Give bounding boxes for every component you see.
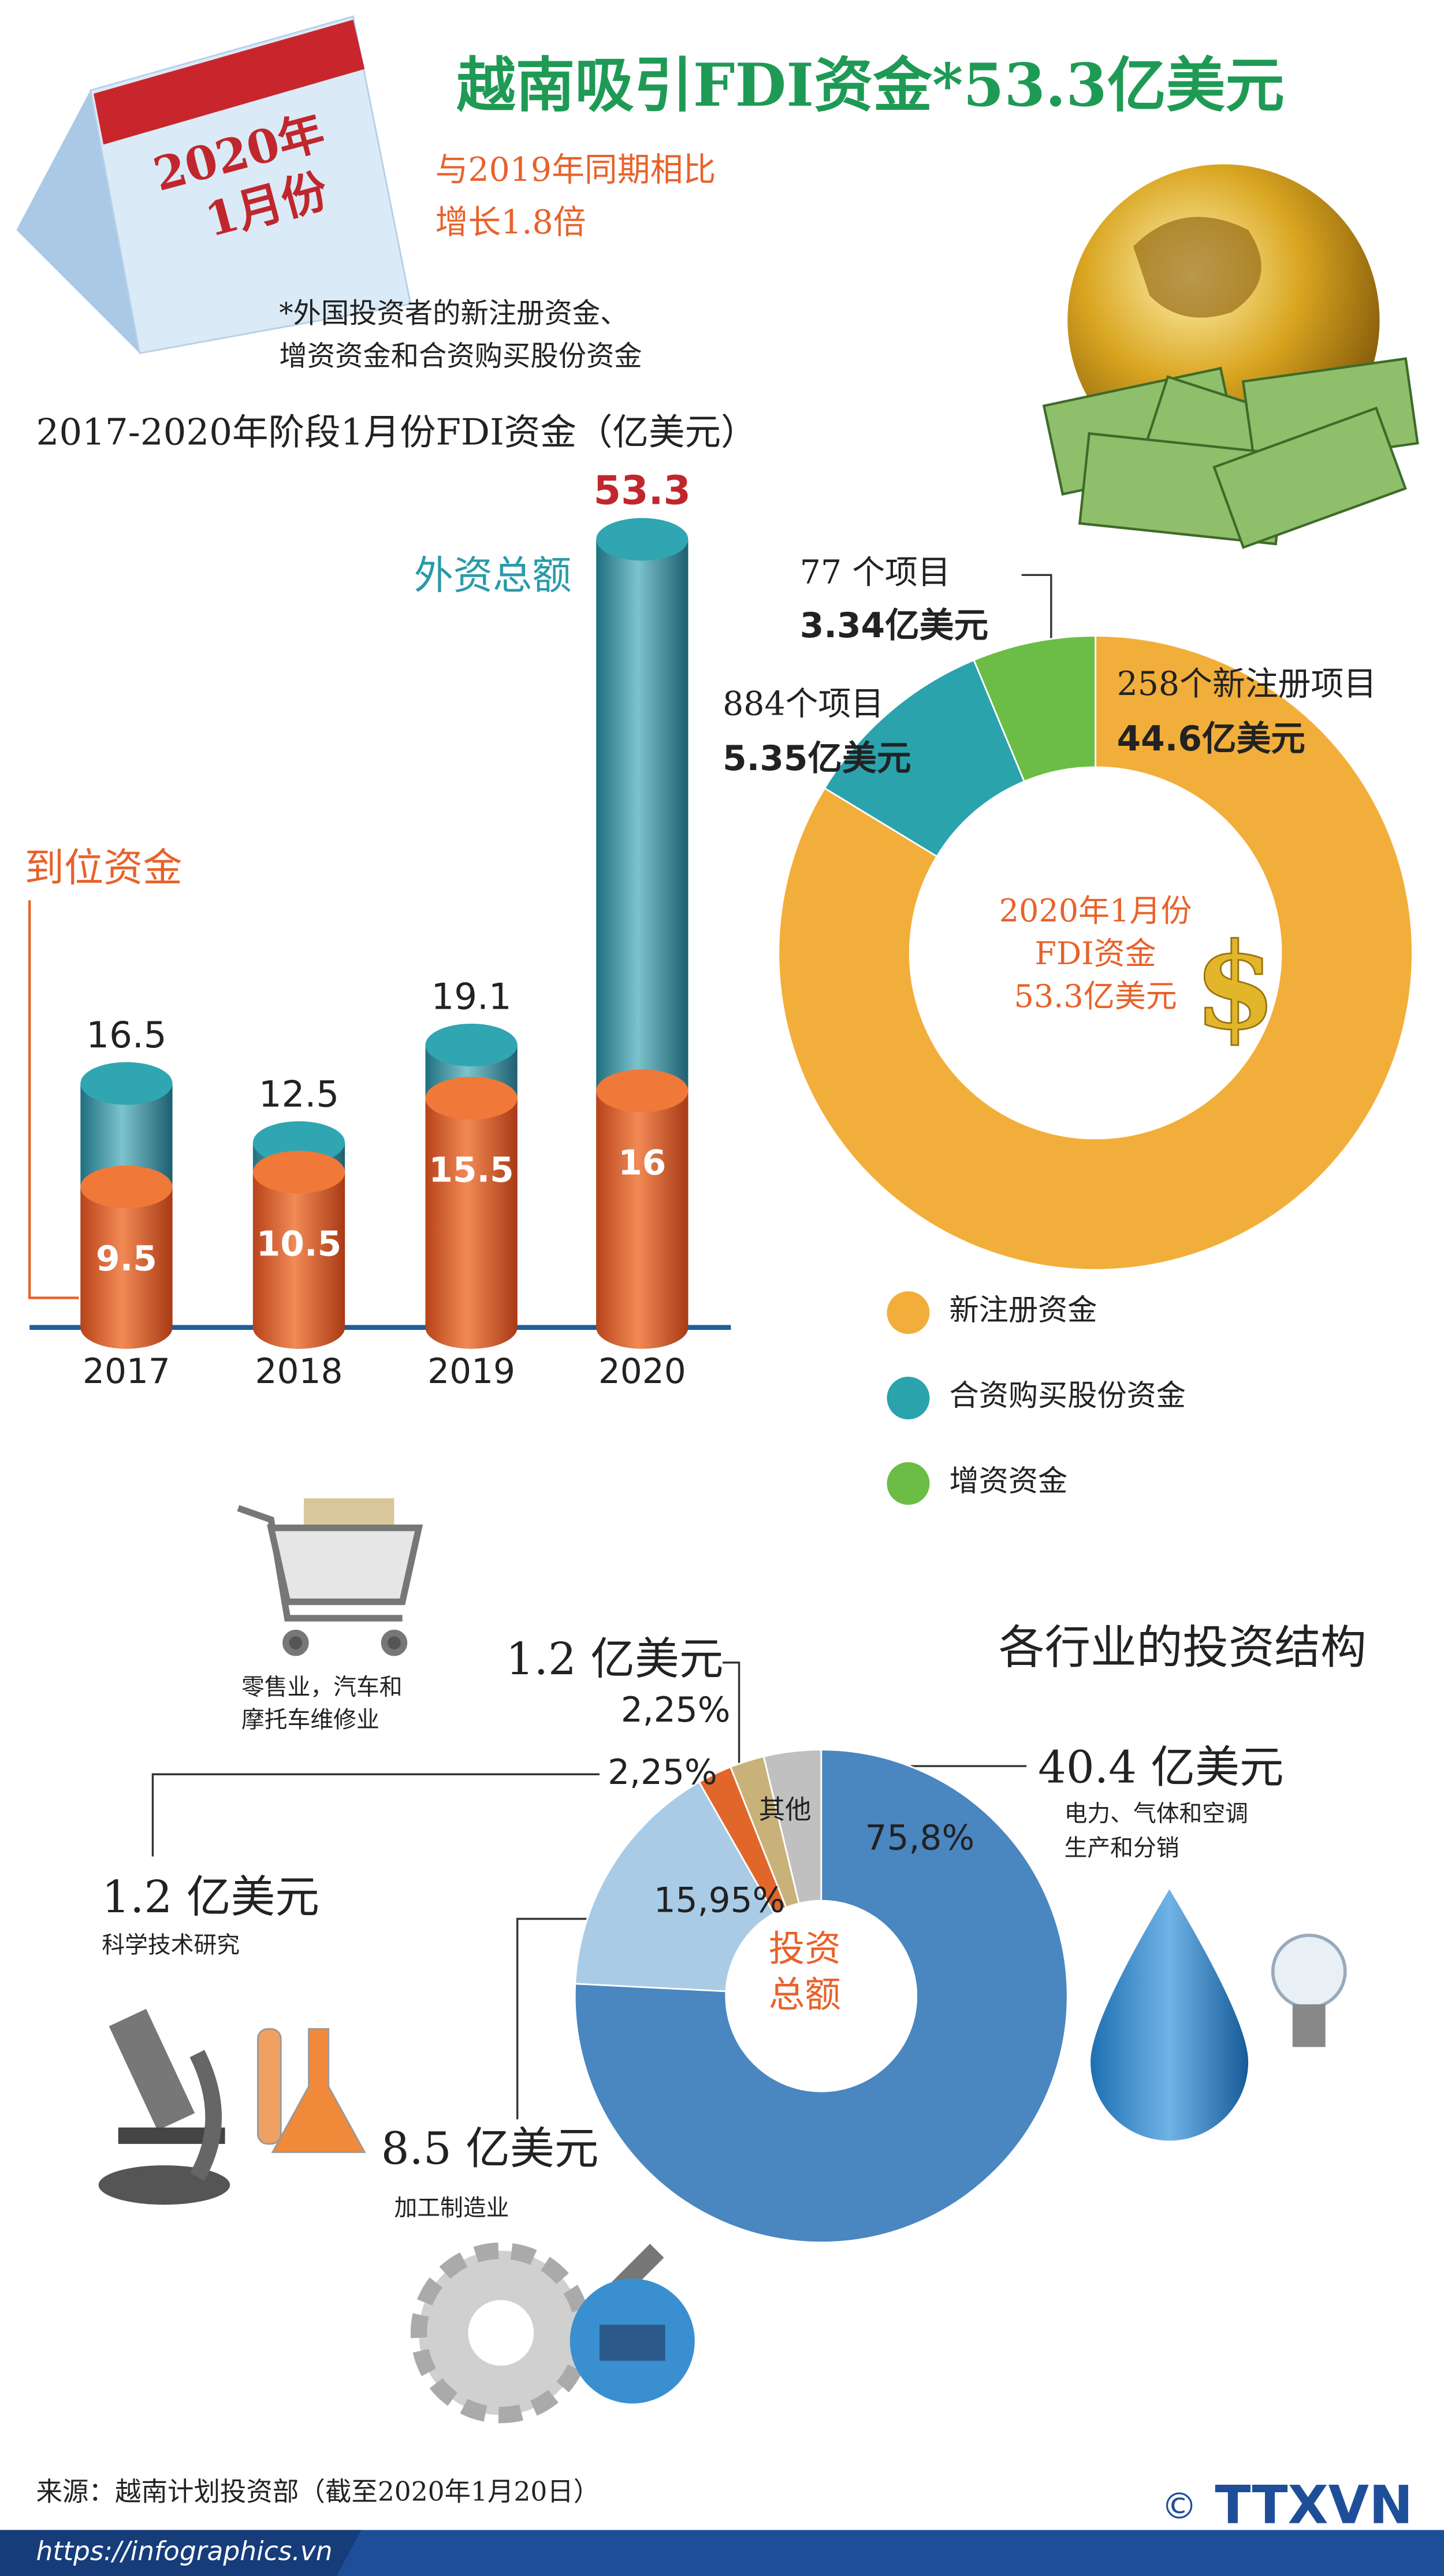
donut-slice xyxy=(574,1749,1069,2244)
value-label: 12.5 xyxy=(259,1073,339,1115)
center-label: 总额 xyxy=(769,1973,841,2016)
center-label: 53.3亿美元 xyxy=(1014,978,1177,1014)
cylinder-cap xyxy=(80,1165,173,1209)
legend-label: 增资资金 xyxy=(950,1464,1068,1499)
series-bracket xyxy=(28,900,79,1299)
footer-tab xyxy=(0,2530,362,2576)
center-label: 2020年1月份 xyxy=(999,893,1192,929)
slice-label: 884个项目 xyxy=(723,685,884,723)
cylinder xyxy=(80,1165,173,1349)
logo: TTXVN xyxy=(1215,2475,1413,2536)
value-label: 15.5 xyxy=(429,1151,513,1191)
legend-swatch xyxy=(887,1462,930,1505)
chart-title: 各行业的投资结构 xyxy=(999,1620,1367,1674)
category-label: 生产和分销 xyxy=(1065,1835,1179,1861)
chart-title: 2017-2020年阶段1月份FDI资金（亿美元） xyxy=(36,411,757,454)
value-label: 9.5 xyxy=(96,1239,157,1279)
value-label: 2,25% xyxy=(621,1690,731,1730)
x-tick-label: 2019 xyxy=(427,1352,515,1392)
gear-icon xyxy=(410,2242,695,2423)
globe-icon xyxy=(1042,164,1419,549)
category-label: 零售业，汽车和 xyxy=(241,1674,403,1700)
flask-icon xyxy=(257,2028,366,2153)
value-label: 16.5 xyxy=(86,1014,166,1056)
donut-slice xyxy=(574,1780,775,1993)
title: 越南吸引FDI资金*53.3亿美元 xyxy=(456,51,1284,120)
subtitle: 与2019年同期相比 xyxy=(436,151,716,189)
cylinder-cap xyxy=(596,1069,688,1113)
agency: Vietnam News Agency xyxy=(1263,2533,1391,2546)
category-label: 摩托车维修业 xyxy=(241,1707,379,1733)
source: 来源：越南计划投资部（截至2020年1月20日） xyxy=(36,2476,600,2507)
drop-icon xyxy=(1091,1889,1249,2141)
amount-label: 40.4 亿美元 xyxy=(1038,1742,1284,1794)
value-label: 2,25% xyxy=(608,1753,717,1793)
center-label: 投资 xyxy=(769,1927,841,1969)
value-label: 44.6亿美元 xyxy=(1117,719,1305,759)
series-label: 外资总额 xyxy=(414,553,572,599)
value-label: 5.35亿美元 xyxy=(723,739,911,779)
series-label: 到位资金 xyxy=(25,846,183,891)
amount-label: 8.5 亿美元 xyxy=(381,2123,599,2174)
bulb-icon xyxy=(1271,1934,1347,2047)
cart-icon xyxy=(237,1498,423,1656)
cylinder xyxy=(252,1151,345,1349)
category-label: 加工制造业 xyxy=(394,2195,509,2221)
subtitle: 增长1.8倍 xyxy=(436,203,586,241)
legend-label: 新注册资金 xyxy=(950,1293,1097,1328)
slice-label: 77 个项目 xyxy=(800,553,951,592)
badge-fold xyxy=(16,90,140,354)
value-label: 53.3 xyxy=(594,469,691,514)
category-label: 科学技术研究 xyxy=(102,1932,240,1958)
amount-label: 1.2 亿美元 xyxy=(506,1634,724,1685)
category-label: 其他 xyxy=(759,1794,812,1825)
badge-band xyxy=(94,20,365,145)
leader-line xyxy=(151,1773,600,1857)
microscope-icon xyxy=(98,2009,230,2205)
value-label: 16 xyxy=(618,1143,666,1183)
cylinder-cap xyxy=(252,1121,345,1164)
cylinder-cap xyxy=(252,1151,345,1194)
donut-slice xyxy=(777,635,1413,1271)
cylinder-cap xyxy=(80,1062,173,1105)
donut-slice xyxy=(762,1749,823,1905)
legend-label: 合资购买股份资金 xyxy=(950,1378,1186,1413)
cylinder-body xyxy=(252,1172,345,1349)
copyright: © xyxy=(1161,2485,1197,2527)
value-label: 19.1 xyxy=(431,975,511,1017)
x-tick-label: 2017 xyxy=(83,1352,170,1392)
slice-label: 258个新注册项目 xyxy=(1117,665,1377,703)
cylinder-cap xyxy=(596,518,688,561)
amount-label: 1.2 亿美元 xyxy=(102,1872,319,1923)
x-tick-label: 2018 xyxy=(255,1352,343,1392)
url[interactable]: https://infographics.vn xyxy=(36,2536,333,2567)
category-label: 电力、气体和空调 xyxy=(1065,1800,1248,1827)
cylinder-cap xyxy=(425,1023,518,1066)
cylinder-body xyxy=(425,1098,518,1349)
value-label: 15,95% xyxy=(654,1881,786,1921)
cylinder-body xyxy=(80,1187,173,1349)
leader-line xyxy=(723,1661,740,1767)
legend-swatch xyxy=(887,1377,930,1419)
note: *外国投资者的新注册资金、 xyxy=(279,297,628,329)
center-label: FDI资金 xyxy=(1035,935,1156,972)
value-label: 10.5 xyxy=(256,1225,341,1265)
value-label: 75,8% xyxy=(865,1819,975,1858)
legend-swatch xyxy=(887,1291,930,1335)
cylinder-body xyxy=(596,1091,688,1349)
cylinder xyxy=(596,1069,688,1349)
value-label: 3.34亿美元 xyxy=(800,606,988,646)
cylinder xyxy=(425,1077,518,1349)
donut-slice xyxy=(973,635,1097,783)
x-tick-label: 2020 xyxy=(598,1352,686,1392)
note: 增资资金和合资购买股份资金 xyxy=(279,340,642,372)
cylinder-cap xyxy=(425,1077,518,1120)
